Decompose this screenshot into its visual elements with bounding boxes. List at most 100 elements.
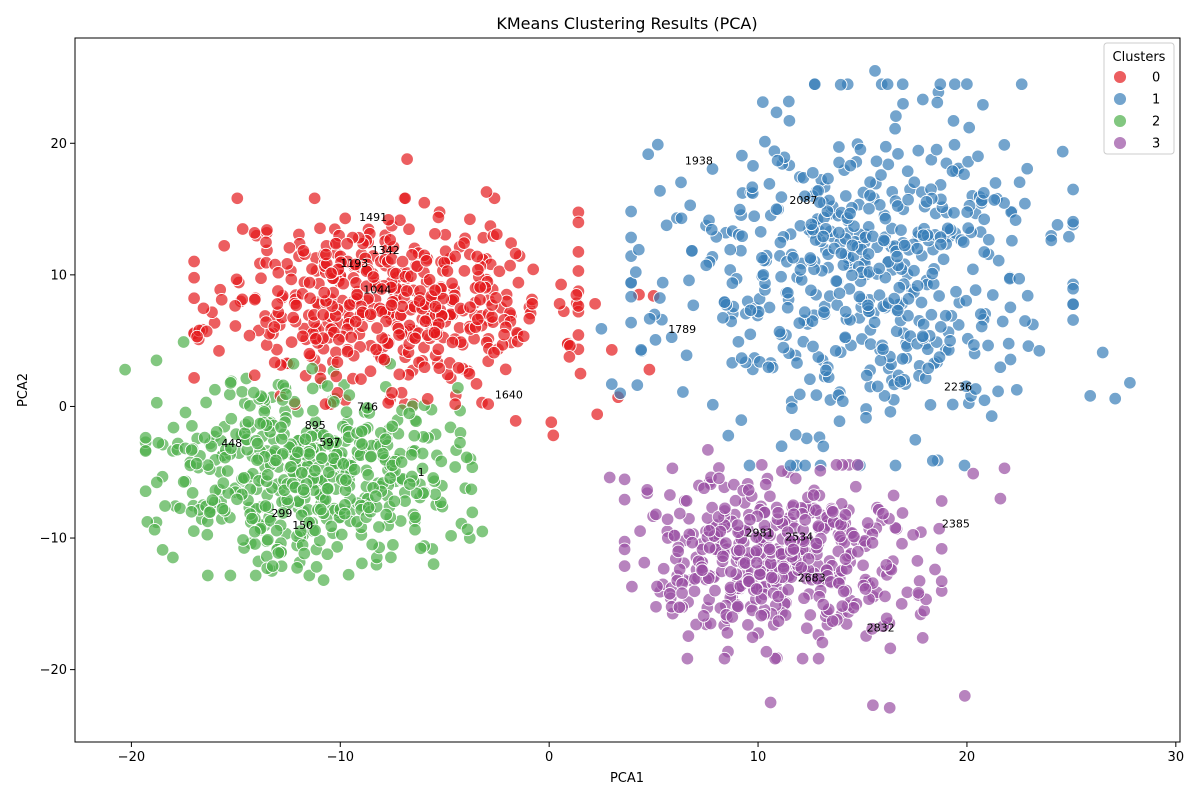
- data-point-cluster-2: [384, 550, 398, 565]
- data-point-cluster-3: [617, 472, 632, 487]
- data-point-cluster-0: [259, 338, 274, 352]
- data-point-cluster-0: [305, 262, 319, 276]
- data-point-cluster-1: [1003, 352, 1018, 367]
- data-point-cluster-3: [685, 535, 700, 550]
- legend-label: 3: [1152, 137, 1160, 152]
- data-point-cluster-3: [876, 506, 890, 521]
- data-point-cluster-1: [995, 314, 1010, 329]
- data-point-cluster-1: [881, 157, 896, 172]
- y-tick-label: 0: [59, 400, 67, 415]
- data-point-cluster-2: [369, 489, 383, 503]
- data-point-cluster-1: [817, 305, 831, 319]
- data-point-cluster-1: [803, 372, 817, 386]
- data-point-cluster-1: [788, 427, 803, 442]
- data-point-cluster-1: [889, 109, 903, 123]
- data-point-cluster-1: [686, 298, 701, 313]
- data-point-cluster-0: [212, 344, 226, 358]
- data-point-cluster-2: [248, 568, 263, 583]
- data-point-cluster-1: [895, 352, 910, 366]
- data-point-cluster-0: [302, 275, 317, 290]
- data-point-cluster-0: [400, 152, 414, 166]
- data-point-cluster-2: [205, 493, 220, 507]
- data-point-cluster-1: [938, 308, 953, 323]
- data-point-cluster-2: [360, 401, 375, 415]
- data-point-cluster-1: [1050, 218, 1065, 232]
- data-point-cluster-1: [977, 186, 991, 200]
- data-point-cluster-0: [271, 284, 285, 298]
- data-point-cluster-3: [894, 597, 909, 611]
- data-point-cluster-1: [843, 158, 858, 173]
- data-point-cluster-2: [305, 381, 320, 396]
- data-point-cluster-1: [774, 190, 789, 204]
- data-point-cluster-3: [687, 584, 702, 599]
- data-point-cluster-1: [966, 262, 980, 277]
- data-point-cluster-2: [291, 445, 305, 459]
- data-point-cluster-0: [417, 360, 432, 374]
- data-point-cluster-0: [471, 263, 485, 277]
- data-point-cluster-1: [893, 374, 908, 389]
- data-point-cluster-2: [147, 522, 162, 537]
- data-point-cluster-3: [719, 536, 733, 550]
- data-point-cluster-1: [613, 386, 627, 401]
- data-point-cluster-0: [228, 299, 242, 313]
- data-point-cluster-0: [516, 329, 531, 344]
- data-point-cluster-0: [370, 321, 384, 335]
- data-point-cluster-0: [590, 407, 604, 422]
- data-point-cluster-1: [655, 275, 670, 290]
- data-point-cluster-3: [749, 544, 764, 558]
- data-point-cluster-1: [769, 105, 784, 120]
- data-point-cluster-3: [836, 584, 851, 599]
- data-point-cluster-0: [187, 291, 201, 305]
- data-point-cluster-3: [732, 543, 747, 558]
- data-point-cluster-2: [415, 461, 430, 476]
- data-point-cluster-1: [878, 211, 893, 226]
- data-point-cluster-3: [671, 544, 685, 559]
- data-point-cluster-1: [853, 142, 868, 157]
- data-point-cluster-1: [1020, 288, 1035, 303]
- data-point-cluster-1: [923, 398, 938, 412]
- data-point-cluster-1: [783, 458, 798, 473]
- data-point-cluster-0: [247, 226, 262, 240]
- data-point-cluster-3: [851, 544, 865, 559]
- data-point-cluster-3: [755, 458, 769, 472]
- data-point-cluster-1: [642, 312, 657, 326]
- data-point-cluster-1: [679, 348, 694, 363]
- data-point-cluster-0: [348, 314, 363, 329]
- data-point-cluster-1: [699, 258, 713, 273]
- point-index-label: 299: [271, 507, 292, 520]
- data-point-cluster-1: [895, 77, 910, 91]
- point-index-label: 150: [292, 519, 313, 532]
- data-point-cluster-1: [861, 298, 875, 313]
- data-point-cluster-0: [359, 279, 374, 293]
- data-point-cluster-3: [771, 589, 785, 604]
- data-point-cluster-2: [302, 568, 317, 583]
- data-point-cluster-1: [605, 377, 619, 391]
- data-point-cluster-0: [503, 258, 517, 273]
- data-point-cluster-3: [809, 503, 823, 517]
- data-point-cluster-1: [859, 368, 874, 383]
- data-point-cluster-1: [845, 268, 859, 283]
- data-point-cluster-3: [731, 599, 745, 614]
- data-point-cluster-3: [660, 512, 675, 527]
- data-point-cluster-1: [809, 388, 824, 402]
- data-point-cluster-2: [274, 432, 289, 446]
- data-point-cluster-3: [745, 630, 760, 645]
- data-point-cluster-3: [730, 518, 745, 532]
- data-point-cluster-1: [829, 274, 844, 288]
- data-point-cluster-1: [1012, 271, 1026, 286]
- data-point-cluster-2: [320, 547, 335, 561]
- data-point-cluster-2: [347, 462, 362, 477]
- data-point-cluster-1: [793, 219, 808, 233]
- data-point-cluster-3: [672, 600, 687, 615]
- data-point-cluster-3: [763, 695, 778, 710]
- data-point-cluster-2: [269, 523, 284, 538]
- data-point-cluster-1: [896, 97, 910, 111]
- data-point-cluster-0: [254, 271, 268, 285]
- data-point-cluster-1: [624, 230, 638, 245]
- data-point-cluster-2: [261, 533, 275, 547]
- data-point-cluster-2: [187, 524, 201, 538]
- data-point-cluster-1: [859, 411, 873, 425]
- data-point-cluster-3: [813, 464, 828, 478]
- data-point-cluster-2: [408, 522, 422, 537]
- data-point-cluster-2: [189, 456, 204, 471]
